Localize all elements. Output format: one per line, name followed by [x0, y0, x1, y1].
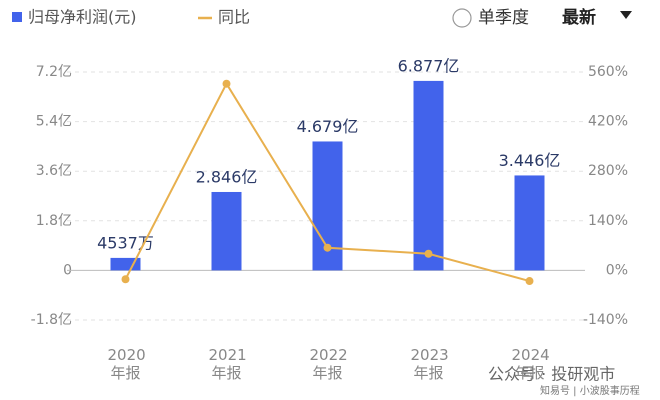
- legend-swatch: [12, 12, 22, 22]
- legend-label: 归母净利润(元): [28, 8, 137, 27]
- y2-tick-label: 280%: [588, 163, 628, 179]
- y2-tick-label: 560%: [588, 64, 628, 80]
- x-tick-label: 2023年报: [410, 346, 449, 382]
- data-label: 6.877亿: [398, 56, 460, 75]
- radio-label[interactable]: 单季度: [478, 8, 529, 28]
- y-tick-label: 7.2亿: [36, 64, 72, 80]
- x-tick-label: 2021年报: [208, 346, 247, 382]
- data-label: 4.679亿: [297, 117, 359, 136]
- x-tick-label: 2022年报: [309, 346, 348, 382]
- bar: [211, 191, 242, 271]
- y2-tick-label: 140%: [588, 213, 628, 229]
- line-point: [121, 275, 130, 284]
- y-tick-label: 3.6亿: [36, 163, 72, 179]
- x-tick-label: 2020年报: [107, 346, 146, 382]
- y2-tick-label: -140%: [583, 312, 628, 328]
- bar: [110, 257, 141, 271]
- y2-tick-label: 0%: [606, 262, 628, 278]
- y2-tick-label: 420%: [588, 114, 628, 130]
- bar: [514, 175, 545, 271]
- bar: [413, 80, 444, 271]
- line-point: [525, 277, 534, 286]
- line-point: [424, 249, 433, 258]
- y-tick-label: -1.8亿: [31, 312, 72, 328]
- line-point: [222, 79, 231, 88]
- watermark: 知易号 | 小波股事历程: [540, 384, 640, 397]
- legend-label: 同比: [218, 8, 250, 27]
- dropdown-label[interactable]: 最新: [562, 7, 596, 28]
- dropdown-arrow[interactable]: [620, 11, 632, 19]
- x-tick-label: 2024年报: [511, 346, 550, 382]
- line-point: [323, 243, 332, 252]
- data-label: 3.446亿: [499, 151, 561, 170]
- y-tick-label: 1.8亿: [36, 213, 72, 229]
- y-tick-label: 5.4亿: [36, 114, 72, 130]
- data-label: 2.846亿: [196, 167, 258, 186]
- radio[interactable]: [452, 8, 472, 28]
- data-label: 4537万: [97, 233, 154, 252]
- watermark: 公众号 · 投研观市: [488, 365, 615, 384]
